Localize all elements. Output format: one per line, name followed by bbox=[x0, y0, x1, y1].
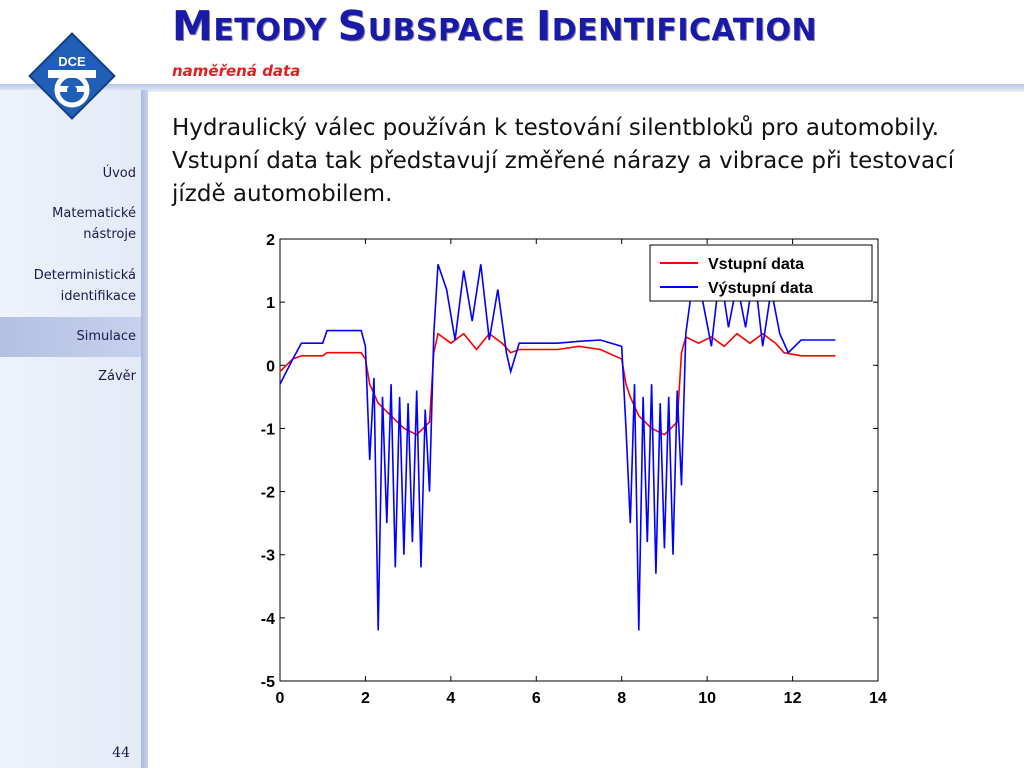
sidebar-item-uvod[interactable]: Úvod bbox=[0, 163, 141, 185]
logo-text: DCE bbox=[58, 54, 86, 69]
title-rest-1: ETODY bbox=[213, 13, 327, 48]
x-tick-label: 10 bbox=[698, 690, 716, 707]
legend-box bbox=[649, 244, 873, 302]
series-line-input bbox=[279, 332, 836, 436]
y-tick-label: -3 bbox=[261, 548, 275, 565]
x-tick-label: 0 bbox=[276, 690, 285, 707]
y-tick-label: -2 bbox=[261, 485, 275, 502]
x-tick-label: 6 bbox=[532, 690, 541, 707]
sidebar-item-label-line1: Deterministická bbox=[33, 268, 136, 283]
title-rest-2: UBSPACE bbox=[367, 13, 525, 48]
legend-label: Vstupní data bbox=[708, 256, 804, 273]
x-tick-label: 2 bbox=[361, 690, 370, 707]
title-rest-3: DENTIFICATION bbox=[551, 13, 818, 48]
y-tick-label: 2 bbox=[266, 232, 275, 249]
legend-label: Výstupní data bbox=[708, 280, 813, 297]
sidebar-item-label: Úvod bbox=[102, 166, 136, 181]
page-title: METODY SUBSPACE IDENTIFICATION bbox=[172, 2, 817, 50]
sidebar-item-deterministicka-identifikace[interactable]: Deterministická identifikace bbox=[0, 265, 141, 309]
sidebar-item-zaver[interactable]: Závěr bbox=[0, 366, 141, 388]
sidebar-item-label: Simulace bbox=[76, 329, 137, 344]
sidebar-item-label: Závěr bbox=[98, 369, 136, 384]
description-paragraph: Hydraulický válec používán k testování s… bbox=[172, 115, 955, 207]
y-tick-label: -1 bbox=[261, 421, 275, 438]
sidebar-item-simulace[interactable]: Simulace bbox=[0, 317, 141, 357]
sidebar-item-label-line1: Matematické bbox=[52, 206, 136, 221]
page-number: 44 bbox=[112, 745, 130, 761]
y-tick-label: 0 bbox=[266, 358, 275, 375]
sidebar-item-label-line2: identifikace bbox=[60, 289, 136, 304]
sidebar bbox=[0, 90, 141, 768]
dce-logo: DCE bbox=[28, 32, 116, 120]
x-tick-label: 12 bbox=[784, 690, 802, 707]
x-tick-label: 4 bbox=[446, 690, 455, 707]
y-tick-label: 1 bbox=[266, 295, 275, 312]
x-tick-label: 8 bbox=[617, 690, 626, 707]
title-cap-1: M bbox=[172, 2, 214, 50]
x-tick-label: 14 bbox=[869, 690, 887, 707]
sidebar-edge bbox=[141, 90, 148, 768]
y-tick-label: -5 bbox=[261, 674, 275, 691]
title-cap-2: S bbox=[337, 2, 368, 50]
title-cap-3: I bbox=[535, 2, 552, 50]
sidebar-item-label-line2: nástroje bbox=[83, 227, 136, 242]
y-tick-label: -4 bbox=[261, 611, 275, 628]
sidebar-item-matematicke-nastroje[interactable]: Matematické nástroje bbox=[0, 203, 141, 247]
header-band bbox=[0, 84, 1024, 92]
plot-area bbox=[279, 238, 879, 682]
page-subtitle: naměřená data bbox=[172, 62, 301, 80]
